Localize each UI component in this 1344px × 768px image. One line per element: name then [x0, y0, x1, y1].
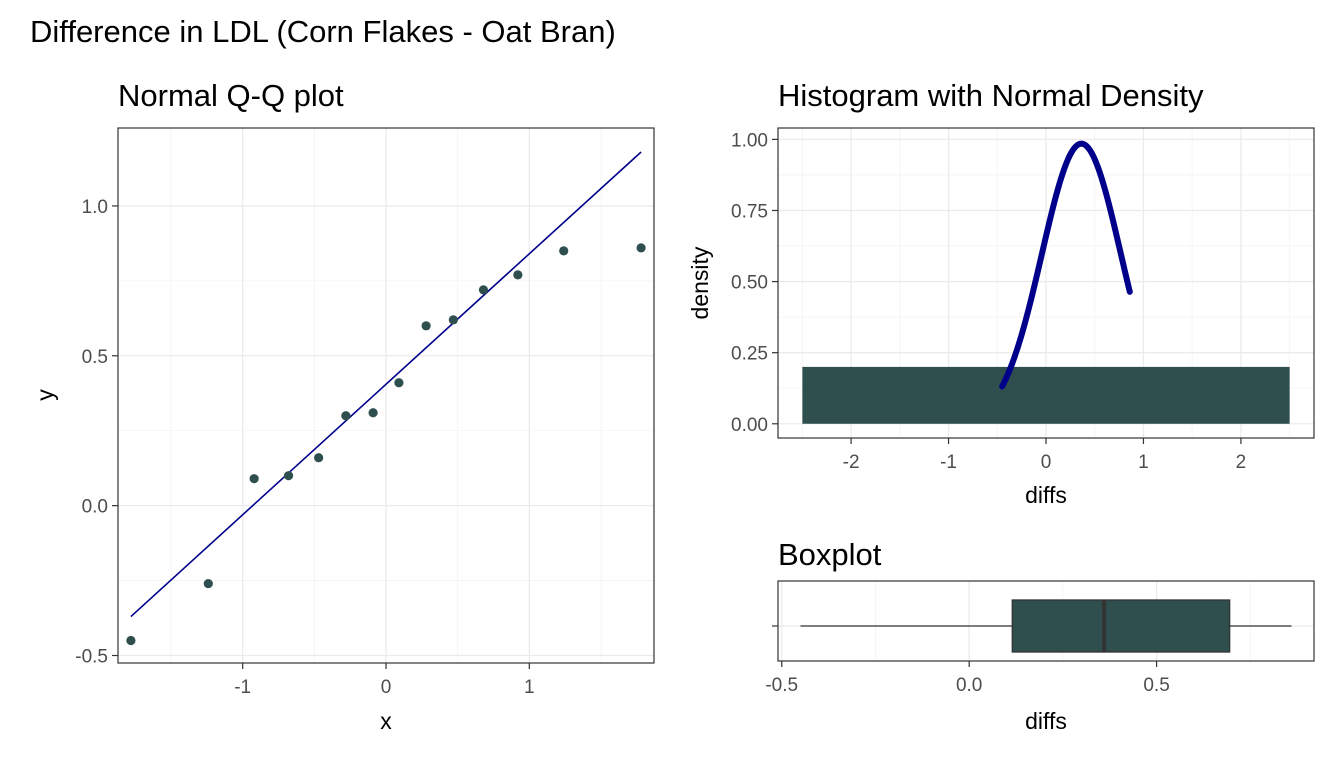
- boxplot: Boxplot -0.5 0.0 0.5 diffs: [765, 537, 1315, 734]
- histogram-x-tick-label: 0: [1041, 452, 1052, 473]
- histogram-y-tick-label: 0.00: [731, 415, 768, 436]
- qq-plot-title: Normal Q-Q plot: [118, 78, 344, 113]
- qq-point: [283, 471, 294, 481]
- histogram-y-tick-label: 0.50: [731, 273, 768, 294]
- histogram-y-tick-label: 0.75: [731, 201, 768, 222]
- qq-point: [249, 474, 259, 484]
- boxplot-x-axis-label: diffs: [1025, 708, 1067, 734]
- histogram-title: Histogram with Normal Density: [778, 78, 1204, 113]
- qq-point: [314, 453, 324, 463]
- boxplot-body: [800, 599, 1292, 653]
- qq-point: [394, 378, 404, 388]
- qq-plot: Normal Q-Q plot -1 0 1 -0.5 0.0 0.5 1.0 x y: [32, 78, 655, 734]
- histogram-x-tick-label: -1: [940, 452, 957, 473]
- histogram-plot: Histogram with Normal Density -2 -1 0 1 2 0.0…: [687, 78, 1315, 508]
- histogram-bar: [802, 366, 1290, 424]
- histogram-y-axis-label: density: [687, 246, 713, 319]
- qq-x-tick-label: 1: [524, 677, 535, 698]
- boxplot-box: [1011, 599, 1231, 653]
- qq-points: [126, 243, 646, 646]
- qq-x-tick-label: -1: [234, 677, 251, 698]
- qq-axes: -1 0 1 -0.5 0.0 0.5 1.0: [75, 197, 534, 698]
- histogram-x-tick-label: 1: [1138, 452, 1149, 473]
- qq-point: [368, 408, 378, 418]
- boxplot-x-tick-label: 0.5: [1143, 675, 1169, 696]
- qq-point: [513, 270, 523, 280]
- qq-point: [341, 411, 351, 421]
- boxplot-axes: -0.5 0.0 0.5: [765, 625, 1170, 696]
- qq-y-tick-label: 0.5: [82, 347, 108, 368]
- histogram-y-tick-label: 0.25: [731, 344, 768, 365]
- qq-y-axis-label: y: [32, 389, 58, 401]
- qq-y-tick-label: -0.5: [75, 647, 108, 668]
- qq-point: [421, 321, 431, 331]
- qq-point: [559, 246, 569, 256]
- boxplot-panel-border: [777, 580, 1315, 662]
- histogram-x-tick-label: -2: [843, 452, 860, 473]
- histogram-bars: [802, 366, 1290, 424]
- boxplot-title: Boxplot: [778, 537, 882, 572]
- qq-point: [448, 315, 458, 325]
- qq-reference-line: [130, 151, 642, 618]
- normal-density-curve: [999, 140, 1133, 390]
- histogram-y-tick-label: 1.00: [731, 130, 768, 151]
- qq-point: [636, 243, 646, 253]
- boxplot-x-tick-label: 0.0: [956, 675, 982, 696]
- histogram-x-tick-label: 2: [1236, 452, 1247, 473]
- qq-point: [126, 635, 136, 646]
- qq-x-tick-label: 0: [381, 677, 392, 698]
- page-title: Difference in LDL (Corn Flakes - Oat Bra…: [30, 14, 616, 49]
- histogram-x-axis-label: diffs: [1025, 482, 1067, 508]
- histogram-axes: -2 -1 0 1 2 0.00 0.25 0.50 0.75 1.00: [731, 130, 1246, 473]
- qq-grid: [118, 128, 654, 663]
- qq-y-tick-label: 1.0: [82, 197, 108, 218]
- qq-point: [203, 578, 213, 589]
- boxplot-x-tick-label: -0.5: [765, 675, 798, 696]
- qq-point: [478, 285, 489, 295]
- qq-y-tick-label: 0.0: [82, 497, 108, 518]
- qq-x-axis-label: x: [380, 708, 392, 734]
